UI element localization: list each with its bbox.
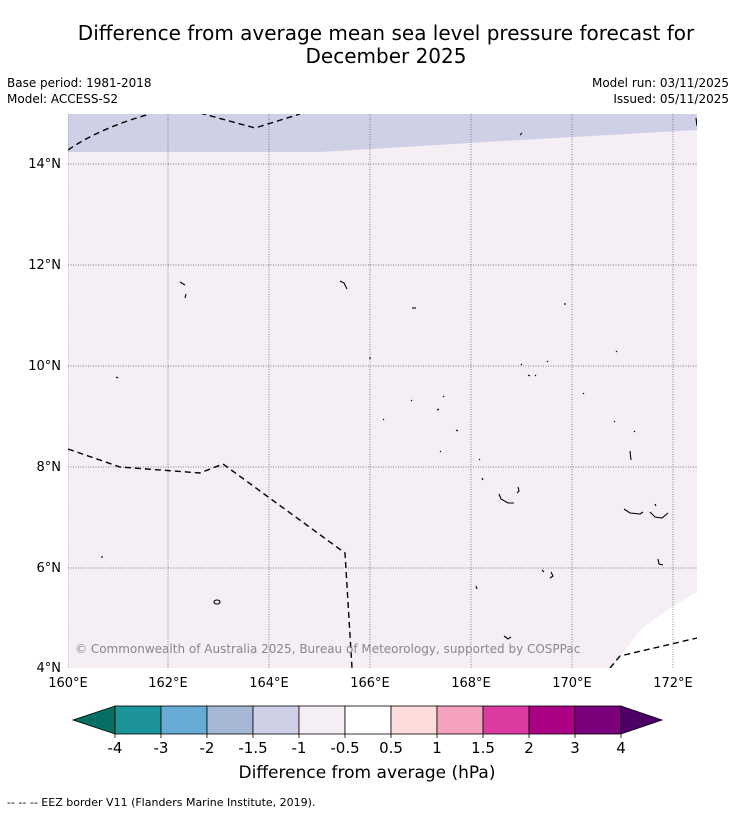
colorbar-segment: [436, 705, 484, 735]
title-line-1: Difference from average mean sea level p…: [77, 21, 695, 45]
colorbar-max-extend: [620, 705, 664, 735]
anomaly-fill-neutral: [612, 592, 697, 668]
lon-label: 172°E: [653, 676, 693, 691]
lon-label: 160°E: [48, 676, 88, 691]
anomaly-fill-minus1: [68, 114, 697, 668]
colorbar-tick-label: -2: [200, 739, 215, 757]
lon-label: 168°E: [451, 676, 491, 691]
island: [498, 493, 514, 504]
island: [695, 117, 697, 127]
island: [615, 350, 618, 353]
lat-labels: 14°N 12°N 10°N 8°N 6°N 4°N: [28, 157, 61, 676]
island: [478, 458, 484, 481]
island: [623, 508, 644, 515]
island: [649, 511, 669, 519]
island: [519, 132, 523, 136]
island: [439, 450, 632, 461]
base-period: Base period: 1981-2018: [7, 76, 152, 90]
anomaly-fill-minus1-5: [68, 114, 697, 152]
colorbar-title: Difference from average (hPa): [239, 763, 496, 783]
island: [184, 293, 187, 299]
colorbar-tick-label: 1.5: [471, 739, 495, 757]
issued-date: Issued: 05/11/2025: [613, 92, 729, 106]
colorbar-tick-label: 4: [616, 739, 626, 757]
colorbar-tick-label: -4: [108, 739, 123, 757]
colorbar-tick-label: -1.5: [238, 739, 267, 757]
lon-labels: 160°E 162°E 164°E 166°E 168°E 170°E 172°…: [48, 676, 693, 691]
lon-label: 162°E: [148, 676, 188, 691]
island: [654, 503, 657, 507]
colorbar-segment: [528, 705, 576, 735]
map-svg: © Commonwealth of Australia 2025, Bureau…: [28, 114, 697, 783]
eez-legend-note: -- -- -- EEZ border V11 (Flanders Marine…: [7, 796, 316, 809]
colorbar-min-extend: [71, 705, 116, 735]
island: [516, 486, 520, 494]
islands: [101, 117, 697, 640]
model-run: Model run: 03/11/2025: [591, 76, 729, 90]
colorbar-segment: [574, 705, 622, 735]
island: [213, 599, 221, 605]
lon-label: 164°E: [249, 676, 289, 691]
island: [657, 558, 664, 566]
colorbar-tick-label: 0.5: [379, 739, 403, 757]
colorbar-segment: [206, 705, 254, 735]
copyright-note: © Commonwealth of Australia 2025, Bureau…: [75, 642, 580, 656]
island: [339, 280, 348, 290]
title-line-2: December 2025: [305, 44, 467, 68]
lon-label: 170°E: [552, 676, 592, 691]
map-area: © Commonwealth of Australia 2025, Bureau…: [68, 114, 697, 668]
island: [520, 360, 549, 366]
eez-borders: [68, 114, 697, 668]
meta-right: Model run: 03/11/2025 Issued: 05/11/2025: [592, 75, 729, 107]
colorbar-tick-label: -1: [292, 739, 307, 757]
lat-label: 10°N: [28, 359, 61, 374]
island: [475, 585, 478, 590]
lon-label: 166°E: [350, 676, 390, 691]
island: [442, 392, 585, 398]
colorbar: -4 -3 -2 -1.5 -1 -0.5 0.5 1 1.5 2 3 4: [71, 705, 664, 757]
island: [527, 374, 537, 377]
eez-border-west: [68, 448, 353, 668]
meta-left: Base period: 1981-2018 Model: ACCESS-S2: [7, 75, 152, 107]
colorbar-tick-label: 1: [432, 739, 442, 757]
colorbar-segment: [114, 705, 162, 735]
lat-label: 8°N: [37, 460, 62, 475]
colorbar-segment: [482, 705, 530, 735]
colorbar-tick-label: 2: [524, 739, 534, 757]
island: [382, 418, 616, 423]
island: [455, 429, 636, 433]
lat-label: 14°N: [28, 157, 61, 172]
lat-label: 12°N: [28, 258, 61, 273]
lat-label: 4°N: [37, 661, 62, 676]
island: [503, 635, 512, 640]
model-name: Model: ACCESS-S2: [7, 92, 119, 106]
colorbar-tick-label: -0.5: [330, 739, 359, 757]
lat-label: 6°N: [37, 561, 62, 576]
island: [115, 376, 119, 379]
map-title: Difference from average mean sea level p…: [40, 22, 732, 68]
colorbar-segment: [390, 705, 438, 735]
island: [410, 399, 440, 411]
eez-border-southeast: [609, 637, 697, 668]
colorbar-segment: [252, 705, 300, 735]
colorbar-segment: [160, 705, 208, 735]
island: [179, 281, 186, 286]
colorbar-segment: [298, 705, 346, 735]
island: [541, 569, 554, 579]
eez-border-north-1: [68, 114, 151, 151]
colorbar-tick-label: 3: [570, 739, 580, 757]
colorbar-tick-label: -3: [154, 739, 169, 757]
colorbar-segment: [344, 705, 392, 735]
